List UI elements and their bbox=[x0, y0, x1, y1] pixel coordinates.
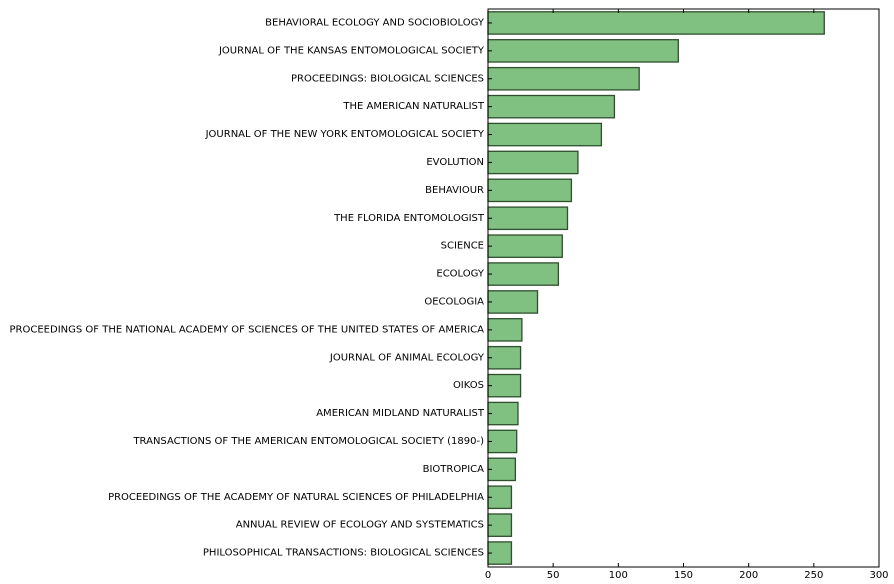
bar bbox=[487, 122, 603, 147]
bar bbox=[487, 178, 573, 203]
category-label: THE AMERICAN NATURALIST bbox=[342, 101, 485, 112]
category-label: THE FLORIDA ENTOMOLOGIST bbox=[333, 213, 485, 224]
category-label: AMERICAN MIDLAND NATURALIST bbox=[316, 408, 485, 419]
category-label: EVOLUTION bbox=[426, 157, 484, 168]
x-tick-label: 250 bbox=[804, 570, 823, 581]
plot-frame bbox=[487, 8, 880, 568]
category-labels: BEHAVIORAL ECOLOGY AND SOCIOBIOLOGY JOURN… bbox=[10, 17, 485, 558]
category-label: JOURNAL OF THE KANSAS ENTOMOLOGICAL SOCI… bbox=[218, 45, 485, 56]
bar bbox=[487, 429, 518, 454]
bar bbox=[487, 94, 616, 119]
category-label: BEHAVIOUR bbox=[425, 185, 484, 196]
bar bbox=[487, 234, 563, 258]
category-label: TRANSACTIONS OF THE AMERICAN ENTOMOLOGIC… bbox=[132, 436, 484, 447]
category-label: PROCEEDINGS OF THE NATIONAL ACADEMY OF S… bbox=[10, 324, 485, 335]
bar bbox=[487, 39, 679, 63]
category-label: PROCEEDINGS OF THE ACADEMY OF NATURAL SC… bbox=[108, 492, 484, 503]
x-tick-label: 100 bbox=[609, 570, 628, 581]
x-axis-ticks: 0 50 100 150 200 250 300 bbox=[485, 9, 889, 581]
bars-group bbox=[487, 11, 825, 565]
bar bbox=[487, 373, 522, 398]
bar bbox=[487, 345, 522, 370]
x-tick-label: 200 bbox=[739, 570, 758, 581]
bar bbox=[487, 457, 517, 482]
x-tick-label: 50 bbox=[547, 570, 560, 581]
bar bbox=[487, 150, 579, 175]
bar bbox=[487, 401, 519, 426]
x-tick-label: 0 bbox=[485, 570, 491, 581]
category-label: PROCEEDINGS: BIOLOGICAL SCIENCES bbox=[291, 73, 484, 84]
category-label: JOURNAL OF THE NEW YORK ENTOMOLOGICAL SO… bbox=[205, 129, 485, 140]
bar bbox=[487, 66, 640, 91]
category-label: OIKOS bbox=[453, 380, 484, 391]
category-label: ANNUAL REVIEW OF ECOLOGY AND SYSTEMATICS bbox=[236, 520, 484, 531]
bar bbox=[487, 290, 539, 314]
x-tick-label: 150 bbox=[674, 570, 693, 581]
category-label: BIOTROPICA bbox=[423, 464, 485, 475]
bar bbox=[487, 11, 825, 35]
category-label: JOURNAL OF ANIMAL ECOLOGY bbox=[329, 352, 485, 363]
category-label: ECOLOGY bbox=[436, 269, 485, 280]
category-label: PHILOSOPHICAL TRANSACTIONS: BIOLOGICAL S… bbox=[203, 548, 484, 559]
category-label: SCIENCE bbox=[441, 241, 484, 252]
x-tick-label: 300 bbox=[869, 570, 888, 581]
bar bbox=[487, 206, 569, 231]
category-label: BEHAVIORAL ECOLOGY AND SOCIOBIOLOGY bbox=[265, 17, 485, 28]
bar bbox=[487, 318, 523, 342]
bar bbox=[487, 262, 560, 286]
category-label: OECOLOGIA bbox=[424, 296, 484, 307]
